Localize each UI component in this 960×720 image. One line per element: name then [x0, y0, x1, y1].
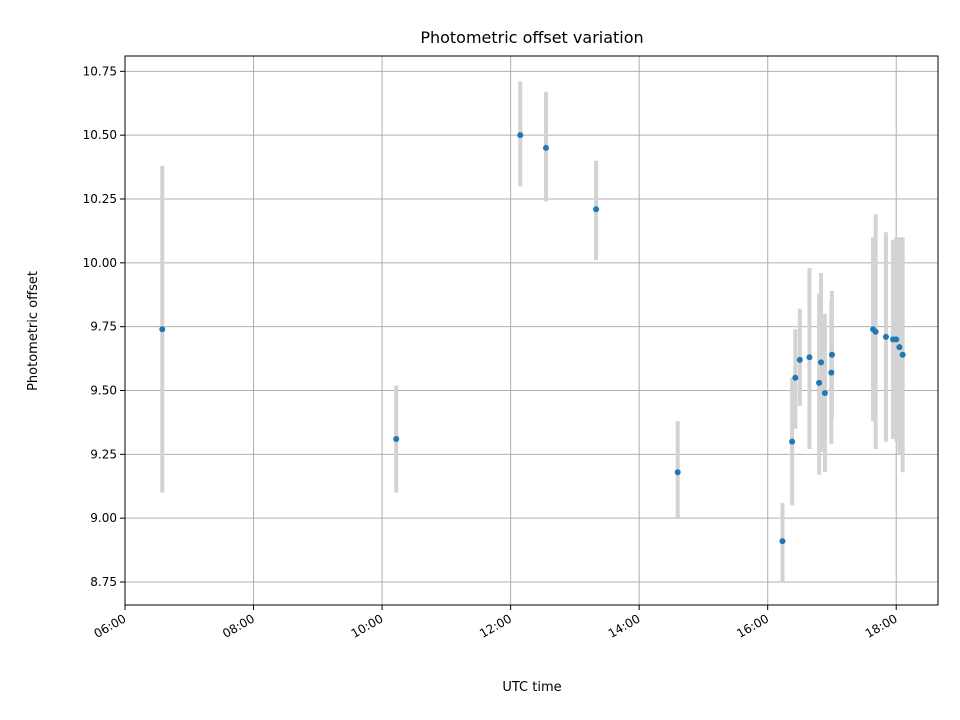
x-tick-label: 06:00 — [92, 611, 129, 640]
data-point — [872, 328, 879, 335]
data-point — [899, 351, 906, 358]
y-tick-label: 9.25 — [90, 447, 117, 461]
data-point — [517, 132, 524, 139]
error-bars — [160, 81, 905, 583]
y-tick-label: 10.00 — [83, 256, 117, 270]
x-tick-label: 14:00 — [606, 611, 643, 640]
y-tick-label: 9.50 — [90, 384, 117, 398]
data-point — [828, 369, 835, 376]
data-point — [821, 390, 828, 397]
y-tick-label: 9.75 — [90, 320, 117, 334]
x-tick-label: 18:00 — [863, 611, 900, 640]
y-tick-label: 10.25 — [83, 192, 117, 206]
x-tick-label: 08:00 — [220, 611, 257, 640]
data-point — [818, 359, 825, 366]
data-point — [542, 144, 549, 151]
data-point — [806, 354, 813, 361]
y-axis-label: Photometric offset — [26, 271, 41, 391]
x-tick-label: 12:00 — [477, 611, 514, 640]
data-point — [816, 379, 823, 386]
y-tick-label: 8.75 — [90, 575, 117, 589]
data-point — [893, 336, 900, 343]
plot-area-frame — [124, 55, 939, 606]
y-tick-label: 10.75 — [83, 64, 117, 78]
data-point — [674, 469, 681, 476]
data-point — [779, 538, 786, 545]
data-point — [896, 344, 903, 351]
data-point — [792, 374, 799, 381]
y-axis-ticks: 8.75 9.00 9.25 9.50 9.75 10.00 10.25 10.50 10.75 — [83, 64, 125, 589]
data-point — [789, 438, 796, 445]
data-points — [159, 132, 906, 545]
x-tick-label: 10:00 — [349, 611, 386, 640]
y-tick-label: 9.00 — [90, 511, 117, 525]
data-point — [159, 326, 166, 333]
x-axis-label: UTC time — [502, 680, 561, 695]
chart-title: Photometric offset variation — [420, 28, 643, 47]
x-axis-ticks: 06:00 08:00 10:00 12:00 14:00 16:00 18:00 — [92, 605, 900, 641]
y-tick-label: 10.50 — [83, 128, 117, 142]
data-point — [882, 333, 889, 340]
data-point — [796, 356, 803, 363]
grid-lines — [124, 56, 938, 605]
x-tick-label: 16:00 — [734, 611, 771, 640]
data-point — [828, 351, 835, 358]
data-point — [393, 436, 400, 443]
data-point — [593, 206, 600, 213]
